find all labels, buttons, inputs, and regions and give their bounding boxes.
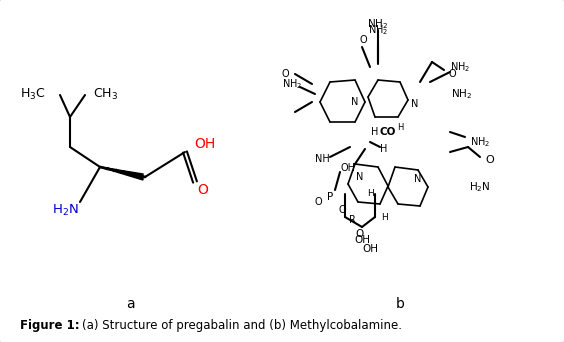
Text: NH: NH bbox=[315, 154, 329, 164]
Text: N: N bbox=[411, 99, 418, 109]
Text: OH: OH bbox=[362, 244, 378, 254]
Polygon shape bbox=[100, 167, 143, 180]
Text: $\mathregular{NH_2}$: $\mathregular{NH_2}$ bbox=[368, 23, 388, 37]
Text: OH: OH bbox=[195, 137, 215, 151]
Text: O: O bbox=[338, 205, 346, 215]
Text: O: O bbox=[448, 69, 456, 79]
Text: O: O bbox=[356, 229, 364, 239]
Text: $\mathregular{NH_2}$: $\mathregular{NH_2}$ bbox=[470, 135, 490, 149]
Text: Figure 1:: Figure 1: bbox=[20, 319, 80, 332]
Text: b: b bbox=[395, 297, 404, 311]
Text: H: H bbox=[382, 212, 389, 222]
Text: P: P bbox=[327, 192, 333, 202]
Text: O: O bbox=[314, 197, 322, 207]
Text: $\mathregular{NH_2}$: $\mathregular{NH_2}$ bbox=[450, 60, 470, 74]
Text: R: R bbox=[349, 215, 355, 225]
Text: H: H bbox=[371, 127, 378, 137]
Text: O: O bbox=[281, 69, 289, 79]
Text: $\mathregular{H_2N}$: $\mathregular{H_2N}$ bbox=[469, 180, 491, 194]
Text: $\mathregular{NH_2}$: $\mathregular{NH_2}$ bbox=[451, 87, 473, 101]
Text: O: O bbox=[197, 183, 209, 197]
Text: H: H bbox=[367, 189, 373, 198]
Text: $\mathregular{CH_3}$: $\mathregular{CH_3}$ bbox=[93, 87, 118, 102]
Text: H: H bbox=[397, 122, 403, 132]
Text: N: N bbox=[415, 174, 422, 184]
Text: N: N bbox=[351, 97, 359, 107]
Text: H: H bbox=[380, 144, 387, 154]
Text: $\mathregular{NH_2}$: $\mathregular{NH_2}$ bbox=[367, 17, 389, 31]
Text: O: O bbox=[360, 35, 368, 45]
Text: $\mathregular{H_2N}$: $\mathregular{H_2N}$ bbox=[51, 202, 78, 218]
Text: a: a bbox=[126, 297, 134, 311]
Text: CO: CO bbox=[380, 127, 396, 137]
Text: $\mathregular{H_3C}$: $\mathregular{H_3C}$ bbox=[20, 87, 46, 102]
Text: $\mathregular{NH_2}$: $\mathregular{NH_2}$ bbox=[282, 77, 302, 91]
Text: OH: OH bbox=[354, 235, 370, 245]
Text: OH: OH bbox=[341, 163, 355, 173]
Text: O: O bbox=[486, 155, 495, 165]
Text: N: N bbox=[356, 172, 364, 182]
Text: (a) Structure of pregabalin and (b) Methylcobalamine.: (a) Structure of pregabalin and (b) Meth… bbox=[82, 319, 402, 332]
